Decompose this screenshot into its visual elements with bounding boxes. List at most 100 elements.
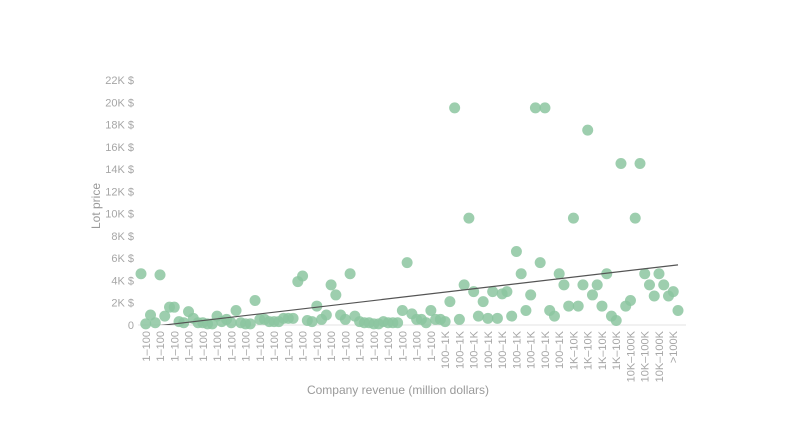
point [311, 300, 323, 312]
x-tick-label: 10K–100K [625, 330, 637, 382]
point [582, 124, 594, 136]
point [420, 317, 432, 329]
point [463, 212, 475, 224]
y-tick-label: 8K $ [111, 231, 134, 243]
point [610, 315, 622, 327]
x-tick-label: 1K–10K [611, 330, 623, 370]
point [140, 318, 152, 330]
point [425, 305, 437, 317]
point [639, 268, 651, 280]
x-tick-label: 1–100 [198, 331, 210, 362]
point [135, 268, 147, 280]
point [553, 268, 565, 280]
point [487, 286, 499, 298]
point [249, 295, 261, 306]
point [472, 310, 484, 322]
point [672, 305, 684, 317]
point [330, 289, 342, 301]
point [230, 305, 242, 317]
point [534, 257, 546, 269]
point [287, 312, 299, 324]
x-tick-label: 1–100 [340, 331, 352, 362]
point [439, 316, 451, 328]
point [572, 300, 584, 312]
point [539, 102, 551, 114]
y-tick-label: 16K $ [105, 142, 134, 154]
point [563, 300, 575, 312]
x-tick-label: 1–100 [397, 331, 409, 362]
x-tick-label: 1–100 [169, 331, 181, 362]
point [591, 279, 603, 291]
x-tick-label: 1–100 [141, 331, 153, 362]
point [396, 305, 408, 317]
point [477, 296, 489, 308]
point [567, 212, 579, 224]
x-tick-label: 1–100 [383, 331, 395, 362]
point [401, 257, 413, 269]
point [510, 246, 522, 257]
x-tick-label: 100–1K [483, 330, 495, 369]
x-tick-label: 1–100 [369, 331, 381, 362]
point [154, 269, 166, 281]
x-tick-label: 1–100 [426, 331, 438, 362]
x-tick-label: 1–100 [269, 331, 281, 362]
point [244, 318, 256, 330]
point [658, 279, 670, 291]
point [515, 268, 527, 280]
y-tick-label: 6K $ [111, 253, 134, 265]
point [629, 212, 641, 224]
x-tick-label: 1–100 [355, 331, 367, 362]
point [339, 313, 351, 325]
x-tick-label: 1–100 [312, 331, 324, 362]
point [520, 305, 532, 317]
point [577, 279, 589, 291]
point [482, 312, 494, 324]
point [306, 316, 318, 328]
x-tick-label: 1–100 [412, 331, 424, 362]
x-tick-label: 1–100 [241, 331, 253, 362]
point [344, 268, 356, 280]
trend-line [159, 264, 679, 325]
point [168, 301, 180, 313]
y-tick-label: 22K $ [105, 75, 134, 87]
x-tick-label: >100K [668, 330, 680, 363]
point [643, 279, 655, 291]
point [501, 286, 513, 298]
point [548, 310, 560, 322]
x-tick-label: 1–100 [326, 331, 338, 362]
x-tick-label: 1–100 [226, 331, 238, 362]
x-tick-label: 100–1K [469, 330, 481, 369]
point [159, 310, 171, 322]
point [586, 289, 598, 301]
x-tick-label: 1K–10K [568, 330, 580, 370]
y-tick-label: 18K $ [105, 120, 134, 132]
x-tick-label: 100–1K [454, 330, 466, 369]
x-tick-label: 100–1K [497, 330, 509, 369]
x-tick-label: 1–100 [155, 331, 167, 362]
point [468, 286, 480, 298]
point [558, 279, 570, 291]
y-tick-label: 4K $ [111, 275, 134, 287]
point [615, 158, 627, 170]
point [491, 312, 503, 324]
point [392, 317, 404, 329]
point [325, 279, 337, 291]
point [525, 289, 537, 301]
x-tick-label: 1–100 [184, 331, 196, 362]
point [453, 313, 465, 325]
x-axis-title: Company revenue (million dollars) [307, 383, 489, 397]
x-tick-label: 1–100 [298, 331, 310, 362]
x-tick-label: 1–100 [255, 331, 267, 362]
x-tick-label: 100–1K [554, 330, 566, 369]
x-tick-label: 10K–100K [640, 330, 652, 382]
point [458, 279, 470, 291]
x-tick-label: 100–1K [440, 330, 452, 369]
point [449, 102, 461, 114]
y-tick-label: 12K $ [105, 186, 134, 198]
point [529, 102, 541, 114]
point [297, 270, 309, 282]
x-tick-label: 1K–10K [597, 330, 609, 370]
y-tick-label: 14K $ [105, 164, 134, 176]
y-tick-label: 2K $ [111, 298, 134, 310]
